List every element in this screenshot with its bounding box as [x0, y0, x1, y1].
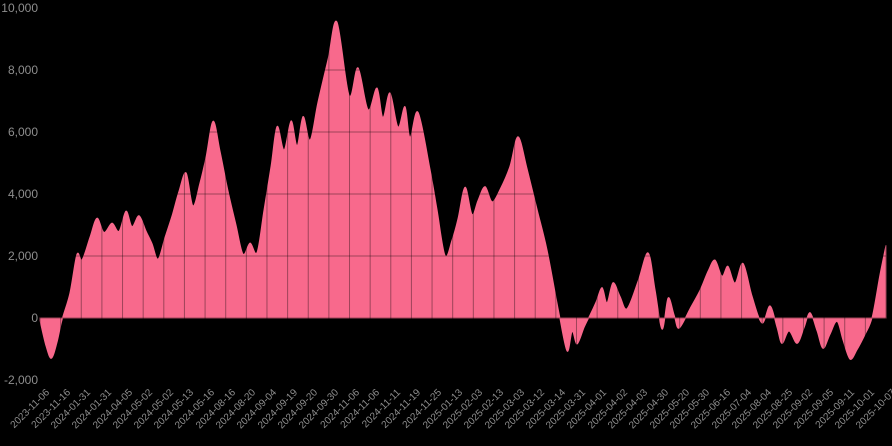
y-axis-label: 6,000 — [7, 125, 38, 139]
y-axis-label: -2,000 — [3, 373, 38, 387]
y-axis-label: 0 — [31, 311, 38, 325]
area-series — [39, 20, 887, 360]
y-axis-label: 10,000 — [1, 1, 38, 15]
y-axis-label: 2,000 — [7, 249, 38, 263]
y-axis-label: 8,000 — [7, 63, 38, 77]
y-axis-label: 4,000 — [7, 187, 38, 201]
